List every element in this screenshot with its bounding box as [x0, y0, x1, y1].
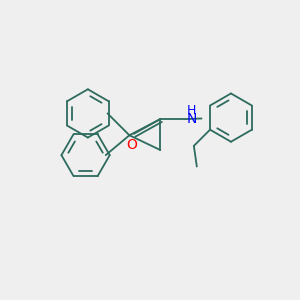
Text: O: O	[126, 138, 137, 152]
Text: H: H	[187, 104, 196, 117]
Text: N: N	[187, 112, 197, 126]
